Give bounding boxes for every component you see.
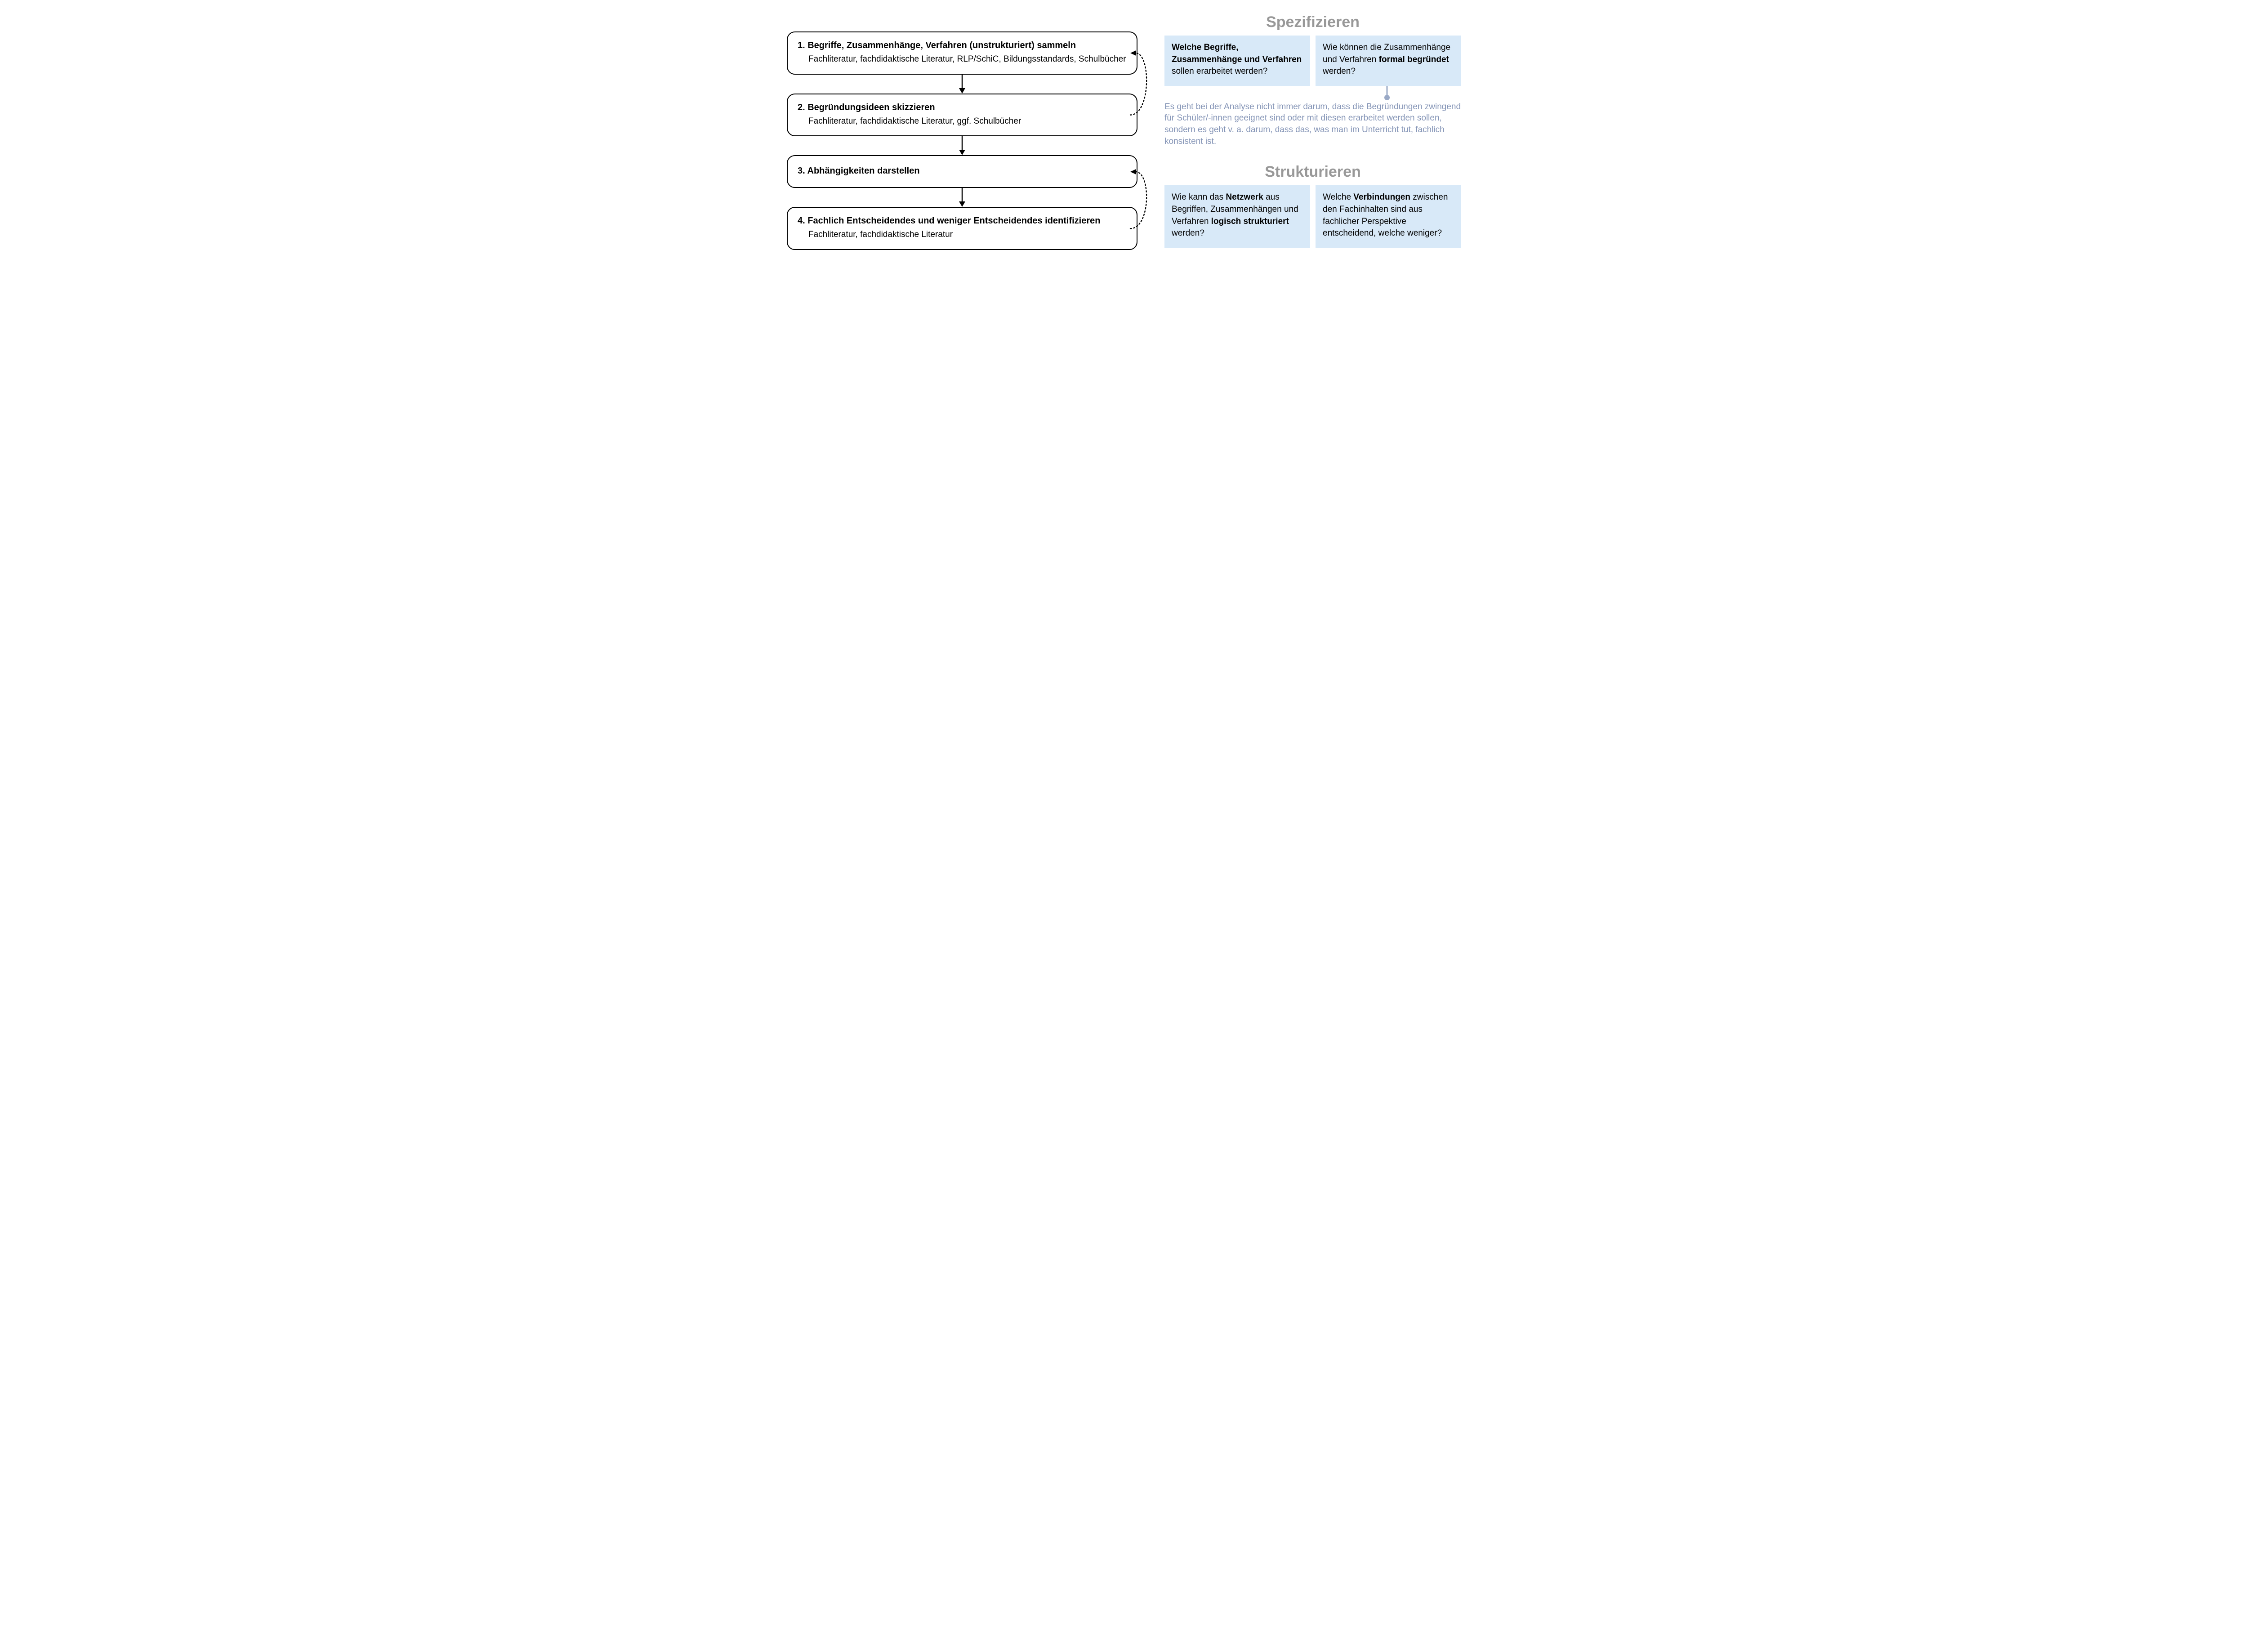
arrow-3-4 [787, 188, 1137, 207]
callout-block: Es geht bei der Analyse nicht immer daru… [1164, 86, 1461, 147]
spez-card-2: Wie können die Zusammenhänge und Verfahr… [1316, 36, 1461, 86]
step-4-sub: Fachliteratur, fachdidaktische Literatur [798, 229, 1127, 241]
struk-card-2: Welche Verbindungen zwischen den Fachinh… [1316, 185, 1461, 247]
strukturieren-cards: Wie kann das Netz­werk aus Begriffen, Zu… [1164, 185, 1461, 247]
step-2: 2. Begründungsideen skizzieren Fachliter… [787, 94, 1137, 137]
step-3-title: 3. Abhängigkeiten darstellen [798, 165, 1127, 177]
flowchart: 1. Begriffe, Zusammenhänge, Verfahren (u… [787, 13, 1137, 250]
step-4: 4. Fachlich Entscheidendes und weniger E… [787, 207, 1137, 250]
callout-text: Es geht bei der Analyse nicht immer daru… [1164, 86, 1461, 147]
step-1-title: 1. Begriffe, Zusammenhänge, Verfahren (u… [798, 40, 1127, 52]
step-1: 1. Begriffe, Zusammenhänge, Verfahren (u… [787, 31, 1137, 75]
arrow-2-3 [787, 136, 1137, 155]
right-column: Spezifizieren Welche Begriffe, Zusammenh… [1164, 13, 1461, 248]
diagram-root: 1. Begriffe, Zusammenhänge, Verfahren (u… [787, 13, 1461, 250]
step-3: 3. Abhängigkeiten darstellen [787, 155, 1137, 188]
spezifizieren-cards: Welche Begriffe, Zusammenhänge und Verfa… [1164, 36, 1461, 86]
step-1-sub: Fachliteratur, fachdidaktische Literatur… [798, 54, 1127, 66]
arrow-1-2 [787, 75, 1137, 94]
heading-spezifizieren: Spezifizieren [1164, 13, 1461, 31]
step-4-title: 4. Fachlich Entscheidendes und weniger E… [798, 215, 1127, 227]
callout-connector-icon [1384, 86, 1390, 101]
step-2-title: 2. Begründungsideen skizzieren [798, 102, 1127, 114]
heading-strukturieren: Strukturieren [1164, 163, 1461, 181]
struk-card-1: Wie kann das Netz­werk aus Begriffen, Zu… [1164, 185, 1310, 247]
spez-card-1: Welche Begriffe, Zusammenhänge und Verfa… [1164, 36, 1310, 86]
step-2-sub: Fachliteratur, fachdidaktische Literatur… [798, 116, 1127, 128]
